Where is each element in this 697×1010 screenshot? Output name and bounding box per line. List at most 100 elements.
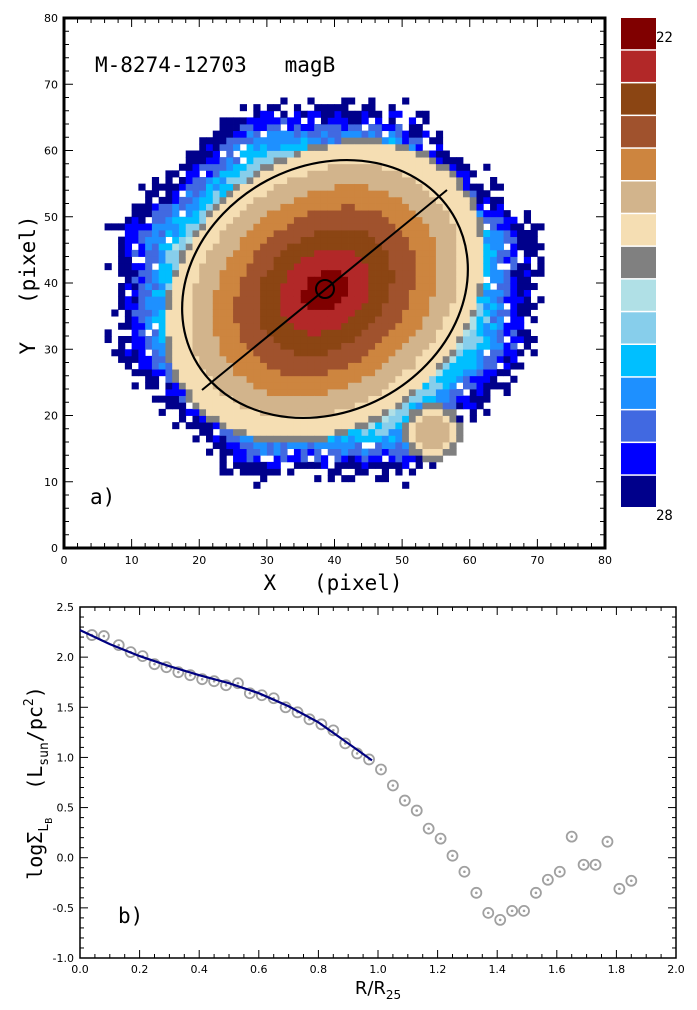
heatmap-cell: [348, 243, 356, 251]
heatmap-cell: [300, 375, 308, 383]
heatmap-cell: [442, 442, 450, 450]
heatmap-cell: [219, 117, 227, 125]
heatmap-cell: [300, 389, 308, 397]
heatmap-cell: [341, 256, 349, 264]
heatmap-cell: [158, 395, 166, 403]
heatmap-cell: [503, 256, 511, 264]
heatmap-cell: [199, 415, 207, 423]
heatmap-cell: [206, 302, 214, 310]
heatmap-cell: [287, 435, 295, 443]
heatmap-cell: [253, 104, 261, 112]
heatmap-cell: [348, 349, 356, 357]
heatmap-cell: [273, 150, 281, 158]
map-x-tick-label: 0: [61, 554, 68, 567]
heatmap-cell: [219, 395, 227, 403]
heatmap-cell: [517, 322, 525, 330]
heatmap-cell: [327, 355, 335, 363]
heatmap-cell: [239, 375, 247, 383]
heatmap-cell: [327, 163, 335, 171]
heatmap-cell: [246, 448, 254, 456]
heatmap-cell: [415, 183, 423, 191]
heatmap-cell: [219, 375, 227, 383]
heatmap-cell: [192, 382, 200, 390]
heatmap-cell: [185, 170, 193, 178]
heatmap-cell: [510, 309, 518, 317]
map-y-tick-label: 30: [44, 343, 58, 356]
heatmap-cell: [469, 230, 477, 238]
heatmap-cell: [503, 309, 511, 317]
heatmap-cell: [334, 289, 342, 297]
heatmap-cell: [192, 170, 200, 178]
heatmap-cell: [307, 203, 315, 211]
heatmap-cell: [375, 455, 383, 463]
heatmap-cell: [395, 369, 403, 377]
heatmap-cell: [280, 402, 288, 410]
heatmap-cell: [178, 276, 187, 284]
heatmap-cell: [456, 395, 464, 403]
heatmap-cell: [239, 336, 247, 344]
heatmap-cell: [469, 223, 477, 231]
heatmap-cell: [158, 369, 166, 377]
heatmap-cell: [422, 117, 430, 125]
heatmap-cell: [219, 283, 227, 291]
heatmap-cell: [348, 455, 356, 463]
heatmap-cell: [280, 263, 288, 271]
heatmap-cell: [469, 322, 477, 330]
heatmap-cell: [226, 190, 234, 198]
heatmap-cell: [314, 276, 322, 284]
heatmap-cell: [408, 230, 417, 238]
heatmap-cell: [300, 395, 308, 403]
heatmap-cell: [178, 216, 187, 224]
heatmap-cell: [368, 402, 376, 410]
heatmap-cell: [395, 256, 403, 264]
heatmap-cell: [280, 177, 288, 185]
heatmap-cell: [158, 296, 166, 304]
heatmap-cell: [212, 150, 220, 158]
heatmap-cell: [375, 349, 383, 357]
heatmap-cell: [185, 329, 193, 337]
heatmap-cell: [395, 283, 403, 291]
heatmap-cell: [185, 196, 193, 204]
heatmap-cell: [496, 243, 504, 251]
heatmap-cell: [429, 210, 437, 218]
heatmap-cell: [496, 309, 504, 317]
heatmap-cell: [287, 137, 295, 145]
heatmap-cell: [260, 196, 268, 204]
heatmap-cell: [354, 296, 362, 304]
heatmap-cell: [334, 249, 342, 257]
heatmap-cell: [206, 428, 214, 436]
profile-y-tick-label: 1.0: [57, 751, 75, 764]
heatmap-cell: [334, 389, 342, 397]
heatmap-cell: [429, 422, 437, 430]
heatmap-cell: [415, 302, 423, 310]
heatmap-cell: [483, 362, 491, 370]
heatmap-cell: [483, 329, 491, 337]
heatmap-cell: [307, 408, 315, 416]
heatmap-cell: [402, 389, 410, 397]
heatmap-cell: [422, 163, 430, 171]
heatmap-cell: [307, 249, 315, 257]
heatmap-cell: [239, 296, 247, 304]
heatmap-cell: [239, 104, 247, 112]
heatmap-cell: [388, 124, 396, 132]
heatmap-cell: [490, 362, 498, 370]
heatmap-cell: [172, 269, 180, 277]
heatmap-cell: [226, 223, 234, 231]
heatmap-cell: [273, 455, 281, 463]
heatmap-cell: [320, 249, 329, 257]
heatmap-cell: [361, 163, 369, 171]
heatmap-cell: [415, 236, 423, 244]
heatmap-cell: [354, 362, 362, 370]
heatmap-cell: [185, 296, 193, 304]
heatmap-cell: [435, 283, 444, 291]
heatmap-cell: [456, 243, 464, 251]
heatmap-cell: [226, 448, 234, 456]
heatmap-cell: [151, 309, 160, 317]
heatmap-cell: [233, 448, 241, 456]
heatmap-cell: [287, 183, 295, 191]
heatmap-cell: [172, 309, 180, 317]
heatmap-cell: [449, 342, 457, 350]
heatmap-cell: [266, 442, 275, 450]
heatmap-cell: [314, 415, 322, 423]
heatmap-cell: [165, 322, 173, 330]
